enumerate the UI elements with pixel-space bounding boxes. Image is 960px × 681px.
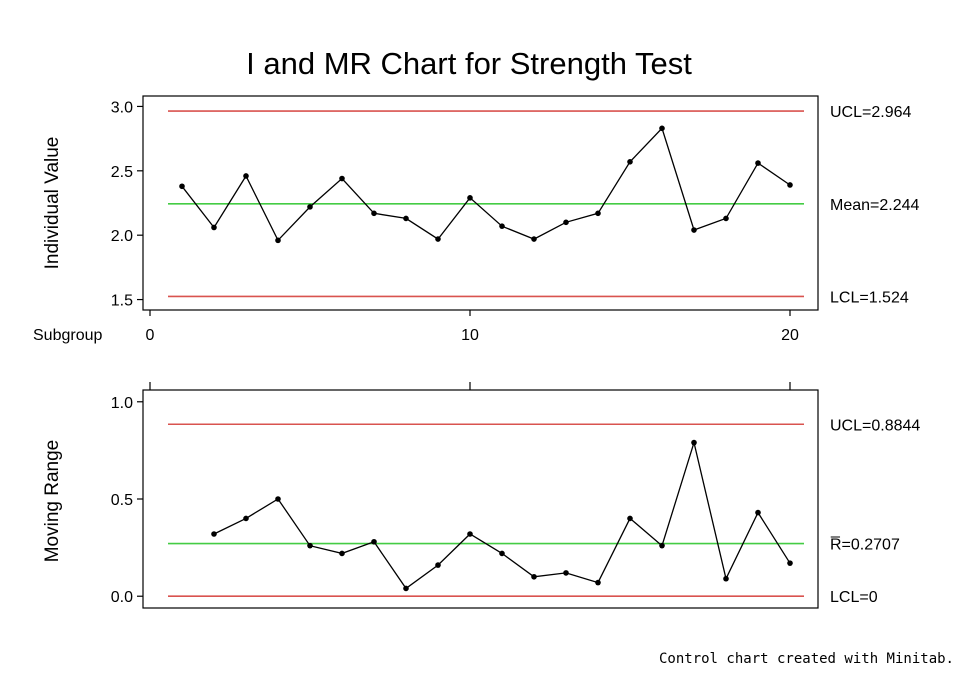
x-axis-title: Subgroup	[33, 327, 102, 344]
data-point	[659, 542, 665, 549]
control-limit-label: UCL=2.964	[830, 104, 911, 121]
data-point	[723, 575, 729, 582]
data-point	[339, 550, 345, 557]
y-tick-label: 2.5	[111, 164, 133, 181]
center-line-label: R̅=0.2707	[830, 536, 900, 554]
data-point	[371, 210, 377, 217]
series-line	[181, 127, 791, 242]
data-point	[435, 236, 441, 242]
data-point	[339, 175, 345, 182]
data-point	[243, 173, 249, 179]
chart-title: I and MR Chart for Strength Test	[246, 46, 692, 81]
control-limit-label: UCL=0.8844	[830, 417, 920, 434]
moving-range-y-axis-title: Moving Range	[42, 440, 63, 563]
data-point	[531, 236, 537, 242]
y-tick-label: 1.5	[111, 293, 133, 310]
moving-range-panel: Moving Range 0.0 0.5 1.0 UCL=0.8844 R̅=0.270…	[42, 382, 920, 609]
data-point	[659, 125, 665, 132]
credit-note: Control chart created with Minitab.	[659, 651, 954, 667]
data-point	[307, 204, 313, 210]
moving-range-plot-frame	[142, 389, 819, 609]
data-point	[403, 215, 409, 222]
data-point	[595, 210, 601, 217]
data-point	[307, 542, 313, 549]
data-point	[275, 237, 281, 244]
data-point	[499, 550, 505, 557]
individual-value-panel: Individual Value Subgroup 1.5 2.0 2.5 3.0 0 1…	[33, 95, 920, 344]
data-point	[755, 509, 761, 516]
data-point	[723, 215, 729, 222]
data-point	[467, 531, 473, 537]
data-point	[691, 227, 697, 233]
individual-plot-frame	[142, 95, 819, 311]
data-point	[755, 160, 761, 166]
data-point	[787, 560, 793, 566]
data-point	[563, 219, 569, 226]
x-tick-label: 0	[146, 327, 155, 344]
data-point	[211, 531, 217, 537]
y-tick-label: 0.0	[111, 589, 133, 606]
y-tick-label: 2.0	[111, 228, 133, 245]
data-point	[467, 195, 473, 201]
data-point	[243, 515, 249, 522]
control-limit-label: LCL=0	[830, 589, 878, 606]
data-point	[179, 183, 185, 190]
x-tick-label: 10	[461, 327, 479, 344]
x-tick-label: 20	[781, 327, 799, 344]
data-point	[627, 515, 633, 522]
y-tick-label: 0.5	[111, 492, 133, 509]
series-line	[213, 440, 791, 590]
y-tick-label: 1.0	[111, 395, 133, 412]
y-tick-label: 3.0	[111, 99, 133, 116]
individual-y-axis-title: Individual Value	[42, 137, 63, 270]
data-point	[499, 223, 505, 229]
data-point	[275, 496, 281, 502]
data-point	[627, 159, 633, 165]
data-point	[787, 182, 793, 188]
data-point	[403, 585, 409, 592]
center-line-label: Mean=2.244	[830, 197, 920, 214]
data-point	[211, 224, 217, 231]
data-point	[531, 573, 537, 580]
data-point	[595, 579, 601, 586]
data-point	[691, 439, 697, 446]
data-point	[563, 570, 569, 576]
data-point	[435, 562, 441, 568]
control-limit-label: LCL=1.524	[830, 289, 909, 306]
data-point	[371, 538, 377, 545]
